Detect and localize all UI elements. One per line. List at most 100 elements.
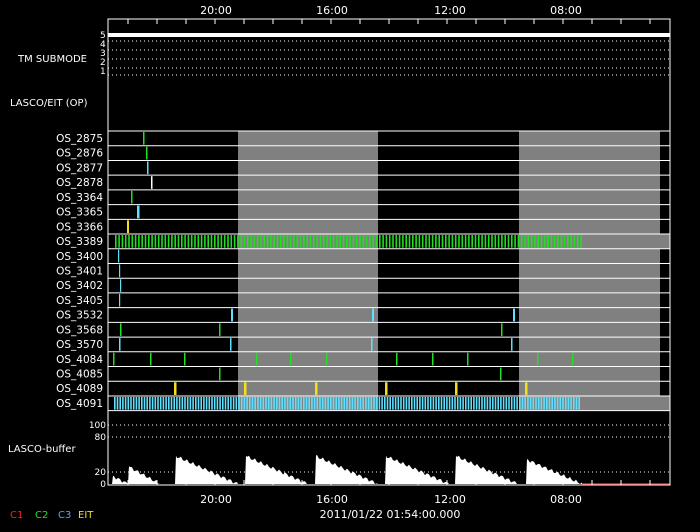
event-mark <box>181 235 183 248</box>
event-mark <box>243 396 246 410</box>
event-mark <box>461 235 464 248</box>
event-mark <box>186 396 189 410</box>
event-mark <box>365 235 368 248</box>
event-mark <box>131 190 133 204</box>
event-mark <box>438 396 440 410</box>
event-mark <box>119 396 121 410</box>
event-mark <box>517 235 520 248</box>
row-label: OS_2875 <box>56 133 103 145</box>
event-mark <box>492 396 494 410</box>
event-mark <box>227 235 229 248</box>
event-mark <box>273 396 275 410</box>
event-mark <box>547 235 549 248</box>
top-time-tick: 20:00 <box>200 4 232 17</box>
event-mark <box>151 176 153 189</box>
tm-submode-ytick: 3 <box>100 49 106 59</box>
event-mark <box>124 235 127 248</box>
event-mark <box>144 235 147 248</box>
event-mark <box>429 396 432 410</box>
event-mark <box>411 396 413 410</box>
event-mark <box>177 235 180 248</box>
event-mark <box>534 235 536 248</box>
event-mark <box>157 235 160 248</box>
event-mark <box>184 396 186 410</box>
event-mark <box>118 249 120 263</box>
event-mark <box>116 396 119 410</box>
event-mark <box>181 396 184 410</box>
event-mark <box>556 396 559 410</box>
event-mark <box>200 396 202 410</box>
event-mark <box>388 235 391 248</box>
event-mark <box>250 235 252 248</box>
event-mark <box>513 396 516 410</box>
event-mark <box>119 293 121 307</box>
event-mark <box>204 235 206 248</box>
row-label: OS_3365 <box>56 207 103 219</box>
event-mark <box>130 396 132 410</box>
event-mark <box>375 235 378 248</box>
event-mark <box>265 396 267 410</box>
event-mark <box>573 396 575 410</box>
event-mark <box>195 396 197 410</box>
event-mark <box>128 235 130 248</box>
event-mark <box>303 396 305 410</box>
event-mark <box>178 396 181 410</box>
event-mark <box>467 352 469 366</box>
event-mark <box>459 396 462 410</box>
event-mark <box>256 352 258 366</box>
event-mark <box>224 396 227 410</box>
event-mark <box>162 396 165 410</box>
event-mark <box>135 396 138 410</box>
event-mark <box>425 235 427 248</box>
event-mark <box>392 235 394 248</box>
event-mark <box>146 146 148 160</box>
event-mark <box>327 396 329 410</box>
event-mark <box>489 396 491 410</box>
event-mark <box>292 396 294 410</box>
event-mark <box>502 396 505 410</box>
event-mark <box>247 235 249 248</box>
event-mark <box>372 235 374 248</box>
event-mark <box>397 396 400 410</box>
event-mark <box>286 235 289 248</box>
event-mark <box>339 235 341 248</box>
event-mark <box>113 352 115 366</box>
event-mark <box>544 235 546 248</box>
buffer-ytick: 0 <box>100 480 106 490</box>
event-mark <box>184 235 186 248</box>
event-mark <box>432 352 434 366</box>
event-mark <box>562 396 564 410</box>
event-mark <box>280 235 282 248</box>
event-mark <box>454 235 457 248</box>
event-mark <box>168 396 170 410</box>
event-mark <box>378 396 381 410</box>
event-mark <box>402 396 405 410</box>
event-mark <box>455 382 458 395</box>
event-mark <box>572 352 574 366</box>
event-mark <box>230 338 232 351</box>
buffer-ytick: 20 <box>95 468 107 478</box>
event-mark <box>483 396 486 410</box>
event-mark <box>262 396 265 410</box>
event-mark <box>559 396 562 410</box>
event-mark <box>197 235 200 248</box>
event-mark <box>553 235 556 248</box>
event-mark <box>524 235 526 248</box>
event-mark <box>237 235 239 248</box>
event-mark <box>446 396 448 410</box>
event-mark <box>346 396 348 410</box>
event-mark <box>316 235 318 248</box>
event-mark <box>313 235 315 248</box>
event-mark <box>174 235 176 248</box>
event-mark <box>465 396 467 410</box>
event-mark <box>396 352 398 366</box>
event-mark <box>260 235 262 248</box>
event-mark <box>319 235 322 248</box>
event-mark <box>486 396 489 410</box>
event-mark <box>419 396 421 410</box>
event-mark <box>487 235 490 248</box>
event-mark <box>131 235 134 248</box>
event-mark <box>122 396 124 410</box>
event-mark <box>146 396 148 410</box>
event-mark <box>535 396 537 410</box>
